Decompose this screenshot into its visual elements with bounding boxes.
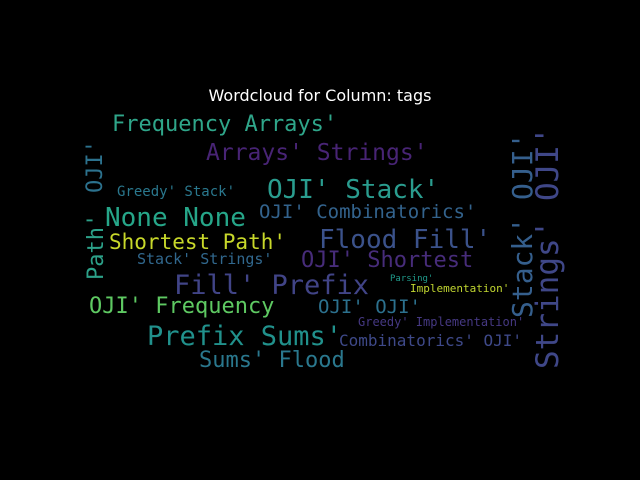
word-flood-fill: Flood Fill' (319, 225, 492, 255)
word-arrays-strings: Arrays' Strings' (206, 140, 428, 166)
word-oji-stack: OJI' Stack' (267, 175, 440, 205)
word-oji-vertical: OJI' (83, 140, 108, 193)
word-greedy-stack: Greedy' Stack' (117, 184, 236, 200)
word-stack-strings: Stack' Strings' (137, 250, 273, 268)
word-strings-oji-vertical: Strings' OJI' (530, 126, 566, 369)
word-oji-shortest: OJI' Shortest (301, 248, 474, 273)
word-greedy-implementation: Greedy' Implementation' (358, 315, 525, 329)
word-none-none: None None (105, 203, 246, 233)
word-parsing: Parsing' (390, 274, 434, 284)
word-oji-combinatorics: OJI' Combinatorics' (259, 201, 477, 223)
word-shortest-path: Shortest Path' (109, 230, 287, 254)
word-prefix-sums: Prefix Sums' (147, 321, 343, 352)
word-oji-frequency: OJI' Frequency (89, 294, 275, 319)
word-oji-oji: OJI' OJI' (318, 296, 421, 318)
word-sums-flood: Sums' Flood (199, 348, 345, 373)
word-combinatorics-oji: Combinatorics' OJI' (339, 331, 523, 350)
word-fill-prefix: Fill' Prefix (174, 270, 370, 301)
word-path-vertical: Path' (84, 213, 109, 280)
word-frequency-arrays: Frequency Arrays' (112, 112, 338, 137)
word-implementation: Implementation' (410, 282, 510, 295)
chart-title: Wordcloud for Column: tags (208, 86, 432, 105)
